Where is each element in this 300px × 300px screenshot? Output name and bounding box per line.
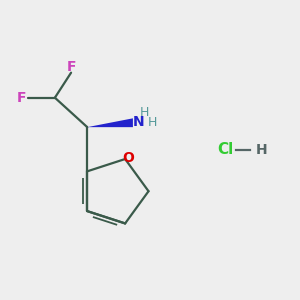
- Text: N: N: [132, 115, 144, 129]
- Polygon shape: [87, 118, 133, 127]
- Text: O: O: [122, 151, 134, 164]
- Text: H: H: [140, 106, 149, 119]
- Text: Cl: Cl: [218, 142, 234, 158]
- Text: F: F: [17, 91, 27, 105]
- Text: F: F: [66, 60, 76, 74]
- Text: H: H: [256, 143, 268, 157]
- Text: H: H: [147, 116, 157, 129]
